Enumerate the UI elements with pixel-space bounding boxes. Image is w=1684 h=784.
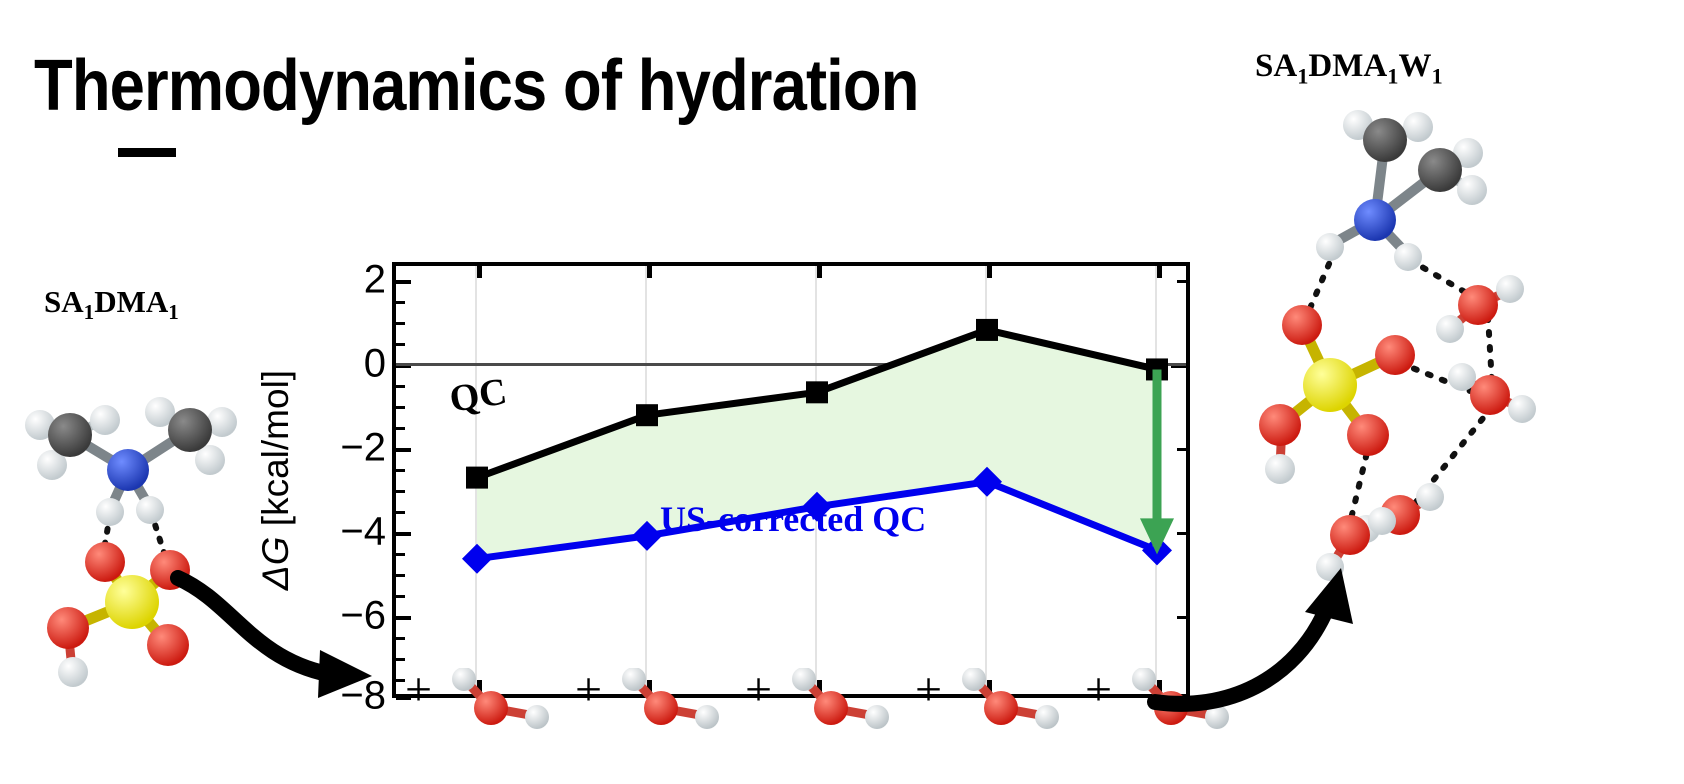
y-tick-label: 0 (363, 341, 386, 386)
y-axis-title: ΔG [kcal/mol] (255, 369, 296, 591)
chart-plot-area: 2 0 −2 −4 −6 −8 (340, 258, 1190, 718)
data-point-qc-1 (466, 466, 488, 489)
y-tick-right (1171, 364, 1186, 368)
y-tick-minor (396, 637, 405, 640)
zero-reference-line (396, 363, 1186, 366)
x-tick-top (477, 266, 482, 278)
y-tick-minor (396, 322, 405, 325)
series-label-us-corrected: US-corrected QC (660, 499, 927, 539)
x-tick (987, 680, 992, 694)
chart-inner: 2 0 −2 −4 −6 −8 (340, 258, 1186, 718)
y-tick-major: −4 (340, 510, 411, 554)
arrow-head (1140, 518, 1174, 555)
y-tick-minor (396, 574, 405, 577)
y-tick-minor (396, 511, 405, 514)
data-point-us-4 (972, 466, 1002, 497)
series-label-qc: QC (446, 370, 510, 421)
right-molecule-caption: SA1DMA1W1 (1255, 48, 1443, 89)
x-tick-top (987, 266, 992, 278)
x-tick (647, 680, 652, 694)
x-axis-plus-sign: + (405, 663, 433, 716)
y-tick-label: −2 (340, 425, 386, 470)
water-molecule-icon (792, 668, 889, 729)
x-axis-plus-sign: + (575, 663, 603, 716)
x-tick (817, 680, 822, 694)
y-tick-major: 0 (364, 342, 411, 386)
y-tick-minor (396, 427, 405, 430)
y-tick-label: −6 (340, 593, 386, 638)
y-tick-major: 2 (364, 258, 411, 302)
y-tick-right-minor (1177, 532, 1186, 535)
x-axis-plus-sign: + (915, 663, 943, 716)
water-molecule-icon (962, 668, 1059, 729)
y-tick-minor (396, 385, 405, 388)
x-tick-top (817, 266, 822, 278)
x-tick (477, 680, 482, 694)
fill-between-area (477, 329, 1157, 559)
y-tick-minor (396, 406, 405, 409)
data-point-us-1 (462, 543, 492, 574)
data-point-us-2 (632, 520, 662, 551)
water-molecule-icon (452, 668, 549, 729)
sa1dma1w1-molecule-structure (1259, 110, 1536, 581)
water-molecule-icon (622, 668, 719, 729)
delta-correction-arrow (1140, 369, 1174, 555)
y-tick-minor (396, 343, 405, 346)
series-markers-qc (466, 318, 1168, 489)
x-tick-top (1157, 266, 1162, 278)
y-tick-minor (396, 301, 405, 304)
y-tick-major: −2 (340, 426, 411, 470)
x-axis-plus-sign: + (745, 663, 773, 716)
arrow-chart-to-right (1147, 568, 1353, 712)
x-tick-top (647, 266, 652, 278)
title-rule (118, 148, 176, 157)
y-tick-minor (396, 553, 405, 556)
y-tick-label: 2 (363, 257, 386, 302)
page-title: Thermodynamics of hydration (34, 46, 919, 126)
arrow-left-to-chart (170, 570, 372, 698)
y-tick-minor (396, 595, 405, 598)
data-point-qc-3 (806, 381, 828, 404)
y-tick-right-minor (1177, 616, 1186, 619)
x-axis-plus-sign: + (1085, 663, 1113, 716)
data-point-us-3 (802, 491, 832, 522)
y-tick-minor (396, 679, 405, 682)
sa1dma1-molecule-structure (25, 397, 237, 687)
data-point-qc-2 (636, 404, 658, 427)
left-molecule-caption: SA1DMA1 (44, 284, 179, 325)
y-tick-major: −6 (340, 594, 411, 638)
y-tick-minor (396, 469, 405, 472)
y-tick-right-minor (1177, 280, 1186, 283)
y-tick-label: −4 (340, 509, 386, 554)
y-tick-minor (396, 658, 405, 661)
y-tick-right-minor (1177, 448, 1186, 451)
x-tick (1157, 680, 1162, 694)
data-point-qc-4 (976, 318, 998, 341)
chart-series-svg (462, 318, 1174, 574)
y-tick-minor (396, 490, 405, 493)
